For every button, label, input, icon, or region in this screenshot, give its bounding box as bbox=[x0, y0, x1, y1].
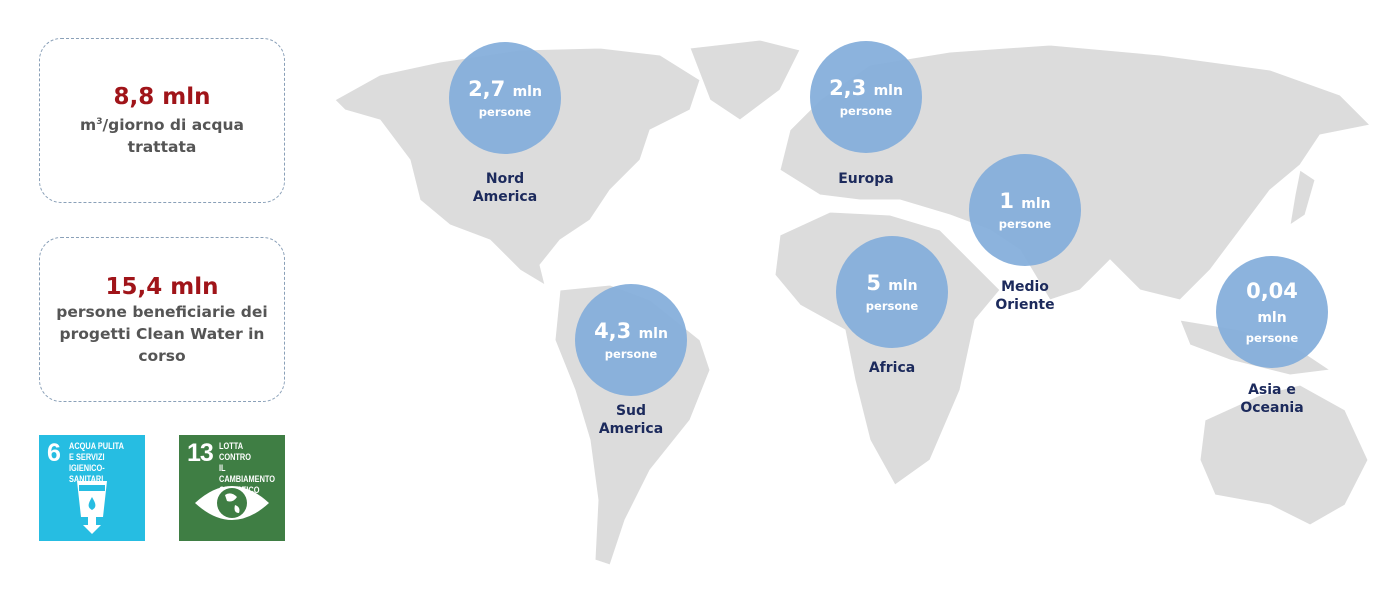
region-unit: mln bbox=[512, 83, 542, 100]
sdg-6-badge: 6 ACQUA PULITA E SERVIZI IGIENICO-SANITA… bbox=[39, 435, 145, 541]
region-bubble: 5 mln persone bbox=[836, 236, 948, 348]
region-label: Sud America bbox=[598, 403, 664, 437]
region-bubble: 2,3 mln persone bbox=[810, 41, 922, 153]
earth-eye-icon bbox=[195, 486, 269, 520]
stat-value: 8,8 mln bbox=[113, 83, 211, 110]
region-value: 4,3 mln bbox=[594, 318, 668, 343]
stat-card-people: 15,4 mln persone beneficiarie dei proget… bbox=[39, 237, 285, 402]
stat-card-water: 8,8 mln m3/giorno di acqua trattata bbox=[39, 38, 285, 203]
water-glass-icon bbox=[77, 481, 107, 534]
region-value: 5 mln bbox=[866, 270, 918, 295]
region-unit: mln bbox=[1257, 309, 1287, 326]
unit-exponent: 3 bbox=[96, 116, 103, 127]
stat-description: persone beneficiarie dei progetti Clean … bbox=[56, 302, 268, 365]
stat-description: m3/giorno di acqua trattata bbox=[40, 111, 284, 158]
stat-value: 15,4 mln bbox=[105, 273, 219, 300]
region-value: 2,7 mln bbox=[468, 76, 542, 101]
unit: m bbox=[80, 116, 97, 135]
region-unit: mln bbox=[873, 82, 903, 99]
region-bubble: 2,7 mln persone bbox=[449, 42, 561, 154]
sdg-title: ACQUA PULITA E SERVIZI IGIENICO-SANITARI bbox=[69, 441, 124, 484]
region-people: persone bbox=[998, 216, 1052, 231]
region-value: 0,04 mln bbox=[1246, 278, 1298, 326]
region-label: Africa bbox=[868, 360, 916, 376]
japan-shape bbox=[1289, 169, 1316, 227]
region-bubble: 1 mln persone bbox=[969, 154, 1081, 266]
region-value: 2,3 mln bbox=[829, 75, 903, 100]
sdg-number: 13 bbox=[187, 439, 214, 467]
north-america-shape bbox=[334, 47, 701, 287]
australia-shape bbox=[1199, 384, 1369, 526]
region-people: persone bbox=[839, 103, 893, 118]
region-unit: mln bbox=[638, 325, 668, 342]
eurasia-shape bbox=[779, 44, 1372, 301]
region-bubble: 4,3 mln persone bbox=[575, 284, 687, 396]
region-people: persone bbox=[604, 346, 658, 361]
region-label: Asia e Oceania bbox=[1240, 382, 1304, 416]
region-unit: mln bbox=[888, 277, 918, 294]
region-people: persone bbox=[865, 298, 919, 313]
region-bubble: 0,04 mln persone bbox=[1216, 256, 1328, 368]
region-unit: mln bbox=[1021, 195, 1051, 212]
sdg-number: 6 bbox=[47, 439, 61, 467]
region-people: persone bbox=[1245, 330, 1299, 345]
stat-description-text: /giorno di acqua trattata bbox=[102, 116, 244, 157]
region-people: persone bbox=[478, 104, 532, 119]
greenland-shape bbox=[689, 39, 801, 121]
region-value: 1 mln bbox=[999, 188, 1051, 213]
region-label: Medio Oriente bbox=[995, 279, 1055, 313]
sdg-13-badge: 13 LOTTA CONTRO IL CAMBIAMENTO CLIMATICO bbox=[179, 435, 285, 541]
region-label: Europa bbox=[838, 171, 894, 187]
region-label: Nord America bbox=[472, 171, 538, 205]
